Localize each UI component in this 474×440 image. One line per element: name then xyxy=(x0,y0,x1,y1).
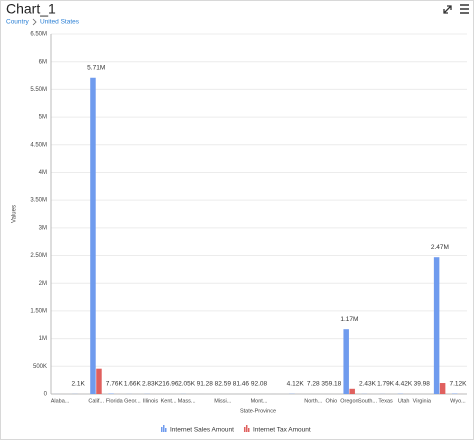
data-label: 1.79K xyxy=(377,381,395,388)
legend-label: Internet Sales Amount xyxy=(170,427,234,434)
y-tick-label: 3M xyxy=(39,225,47,231)
data-label: 92.08 xyxy=(251,381,268,388)
y-tick-label: 500K xyxy=(33,364,47,370)
data-label: 4.12K xyxy=(287,380,305,387)
legend-swatch xyxy=(163,425,165,432)
x-tick-label: Texas xyxy=(378,398,393,404)
x-tick-label: Calif... xyxy=(88,398,104,404)
legend-swatch xyxy=(243,427,246,432)
x-tick-label: Utah xyxy=(398,398,410,404)
data-label: 2.83K xyxy=(142,381,160,388)
data-label: 2.47M xyxy=(431,244,449,251)
data-label: 359.18 xyxy=(321,381,341,388)
y-tick-label: 1M xyxy=(39,336,47,342)
y-tick-label: 6M xyxy=(39,59,47,65)
data-label: 82.59 xyxy=(215,381,232,388)
x-tick-label: Alaba... xyxy=(51,398,70,404)
x-tick-label: Geor... xyxy=(124,398,141,404)
data-label: 5.71M xyxy=(87,64,105,71)
x-tick-label: South... xyxy=(358,398,377,404)
y-tick-label: 6.50M xyxy=(30,32,47,38)
data-label: 2.05K xyxy=(178,381,196,388)
y-tick-label: 0 xyxy=(44,392,48,398)
y-tick-label: 4M xyxy=(39,170,47,176)
data-label: 81.46 xyxy=(233,381,250,388)
data-label: 39.98 xyxy=(414,381,431,388)
x-tick-label: Kent... xyxy=(161,398,177,404)
y-tick-label: 3.50M xyxy=(30,198,47,204)
data-label: 91.28 xyxy=(197,381,214,388)
x-axis-title: State-Province xyxy=(240,408,276,414)
data-label: 4.42K xyxy=(395,380,413,387)
x-tick-label: Florida xyxy=(106,398,124,404)
data-label: 216.96 xyxy=(159,381,179,388)
bar xyxy=(433,257,440,394)
y-tick-label: 4.50M xyxy=(30,142,47,148)
bar xyxy=(90,77,96,394)
bar xyxy=(439,383,446,394)
data-label: 1.17M xyxy=(340,316,358,323)
breadcrumb[interactable]: Country xyxy=(6,19,30,26)
x-tick-label: Oregon xyxy=(340,398,358,404)
y-tick-label: 5M xyxy=(39,115,47,121)
legend-swatch xyxy=(245,425,248,432)
x-tick-label: Ohio xyxy=(326,398,338,404)
x-tick-label: Mont... xyxy=(251,398,268,404)
data-label: 7.12K xyxy=(449,380,467,387)
y-axis-title: Values xyxy=(12,205,18,223)
menu-icon[interactable] xyxy=(460,4,469,14)
data-label: 7.28 xyxy=(307,381,320,388)
x-tick-label: Wyo... xyxy=(450,398,466,404)
y-tick-label: 5.50M xyxy=(30,87,47,93)
expand-icon[interactable] xyxy=(443,5,452,14)
widget-title: Chart_1 xyxy=(6,1,56,17)
data-label: 2.1K xyxy=(71,381,85,388)
legend-swatch xyxy=(165,428,167,432)
x-tick-label: North... xyxy=(304,398,323,404)
y-tick-label: 1.50M xyxy=(30,309,47,315)
y-tick-label: 2M xyxy=(39,281,47,287)
bar xyxy=(343,329,349,394)
breadcrumb-separator xyxy=(32,18,37,26)
bar xyxy=(349,388,355,394)
data-label: 1.66K xyxy=(124,381,142,388)
x-tick-label: Illinois xyxy=(143,398,159,404)
x-tick-label: Virginia xyxy=(413,398,432,404)
data-label: 2.43K xyxy=(359,381,377,388)
legend-swatch xyxy=(161,427,163,432)
data-label: 7.76K xyxy=(106,380,124,387)
legend-label: Internet Tax Amount xyxy=(253,427,311,434)
breadcrumb[interactable]: United States xyxy=(40,19,80,26)
legend-swatch xyxy=(247,428,250,432)
y-tick-label: 2.50M xyxy=(30,253,47,259)
x-tick-label: Missi... xyxy=(214,398,232,404)
bar xyxy=(96,368,102,394)
x-tick-label: Mass... xyxy=(178,398,196,404)
